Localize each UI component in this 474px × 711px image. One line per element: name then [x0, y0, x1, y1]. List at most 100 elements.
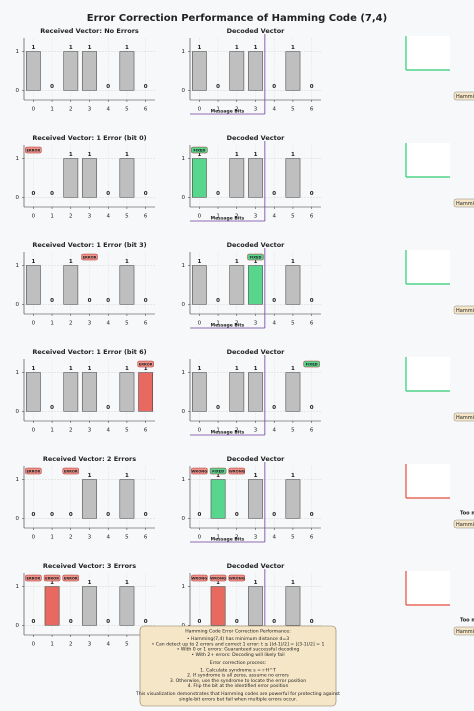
chart-title: Decoded Vector	[227, 241, 286, 249]
x-tick-label: 6	[310, 535, 314, 541]
value-label: 0	[31, 512, 35, 518]
x-tick-label: 0	[32, 321, 36, 327]
value-label: 0	[216, 405, 220, 411]
x-tick-label: 1	[50, 321, 54, 327]
x-tick-label: 3	[88, 107, 92, 113]
y-tick-label: 1	[182, 584, 186, 590]
x-tick-label: 4	[106, 214, 110, 220]
annotation-box	[43, 574, 61, 582]
side-label: Hamming	[456, 201, 474, 207]
x-tick-label: 0	[198, 107, 202, 113]
x-tick-label: 1	[216, 214, 220, 220]
x-tick-label: 2	[69, 107, 73, 113]
value-label: 1	[197, 259, 201, 265]
value-label: 0	[106, 619, 110, 625]
bar	[191, 51, 207, 91]
bar	[119, 51, 135, 91]
value-label: 0	[272, 512, 276, 518]
annotation-box	[191, 467, 208, 475]
value-label: 0	[272, 298, 276, 304]
x-tick-label: 4	[272, 107, 276, 113]
value-label: 0	[106, 191, 110, 197]
bar	[82, 372, 97, 412]
value-label: 1	[125, 366, 129, 372]
value-label: 1	[254, 473, 258, 479]
y-tick-label: 1	[16, 49, 20, 55]
summary-line: single-bit errors but fail when multiple…	[179, 696, 297, 702]
side-label-box	[453, 626, 474, 636]
value-label: 0	[310, 298, 314, 304]
bar	[285, 51, 301, 91]
bar	[82, 158, 97, 198]
value-label: 0	[106, 298, 110, 304]
side-label: Hamming	[456, 94, 474, 100]
value-label: 1	[125, 580, 129, 586]
y-tick-label: 0	[182, 88, 186, 94]
y-tick-label: 1	[16, 584, 20, 590]
value-label: 0	[31, 191, 35, 197]
value-label: 0	[50, 84, 54, 90]
value-label: 0	[310, 619, 314, 625]
value-label: 0	[272, 405, 276, 411]
value-label: 1	[235, 45, 239, 51]
bracket-label: Message Bits	[211, 323, 245, 329]
side-plot	[406, 143, 450, 177]
bar	[119, 265, 135, 305]
x-tick-label: 4	[106, 535, 110, 541]
value-label: 1	[291, 259, 295, 265]
x-tick-label: 5	[291, 535, 295, 541]
value-label: 0	[310, 405, 314, 411]
value-label: 1	[291, 152, 295, 158]
value-label: 0	[144, 512, 148, 518]
value-label: 1	[291, 473, 295, 479]
chart-title: Decoded Vector	[227, 27, 286, 35]
value-label: 1	[197, 366, 201, 372]
value-label: 0	[50, 512, 54, 518]
value-label: 1	[31, 45, 35, 51]
bar	[25, 51, 41, 91]
value-label: 1	[197, 45, 201, 51]
value-label: 1	[254, 259, 258, 265]
bar	[63, 158, 79, 198]
x-tick-label: 0	[198, 535, 202, 541]
summary-line: This visualization demonstrates that Ham…	[135, 691, 340, 697]
side-label-box	[453, 198, 474, 208]
value-label: 1	[144, 366, 148, 372]
x-tick-label: 6	[310, 321, 314, 327]
x-tick-label: 2	[235, 107, 239, 113]
value-label: 1	[88, 45, 92, 51]
y-tick-label: 0	[16, 409, 20, 415]
x-tick-label: 0	[32, 642, 36, 648]
value-label: 0	[31, 619, 35, 625]
side-label: Hamming(	[456, 629, 474, 635]
bar	[191, 158, 207, 198]
bracket-label: Message Bits	[211, 216, 245, 222]
x-tick-label: 2	[69, 535, 73, 541]
x-tick-label: 2	[235, 214, 239, 220]
x-tick-label: 4	[106, 107, 110, 113]
y-tick-label: 0	[16, 516, 20, 522]
value-label: 0	[216, 191, 220, 197]
value-label: 0	[197, 619, 201, 625]
x-tick-label: 0	[198, 214, 202, 220]
summary-line: 2. If syndrome is all zeros, assume no e…	[187, 673, 289, 679]
bar	[248, 265, 263, 305]
bar	[210, 586, 226, 626]
annotation-label: ERROR	[26, 148, 40, 152]
annotation-box	[228, 574, 246, 582]
side-label-box	[453, 412, 474, 422]
x-tick-label: 0	[32, 428, 36, 434]
chart-title: Received Vector: 2 Errors	[43, 455, 136, 463]
side-label: Hamming(	[456, 522, 474, 528]
value-label: 1	[125, 473, 129, 479]
annotation-label: WRONG	[191, 469, 207, 473]
summary-line: • Hamming(7,4) has minimum distance d=3	[187, 636, 289, 642]
annotation-box	[137, 360, 154, 368]
x-tick-label: 3	[254, 321, 258, 327]
y-tick-label: 0	[182, 302, 186, 308]
x-tick-label: 0	[32, 535, 36, 541]
x-tick-label: 6	[310, 214, 314, 220]
annotation-box	[25, 467, 42, 475]
side-label-box	[453, 519, 474, 529]
